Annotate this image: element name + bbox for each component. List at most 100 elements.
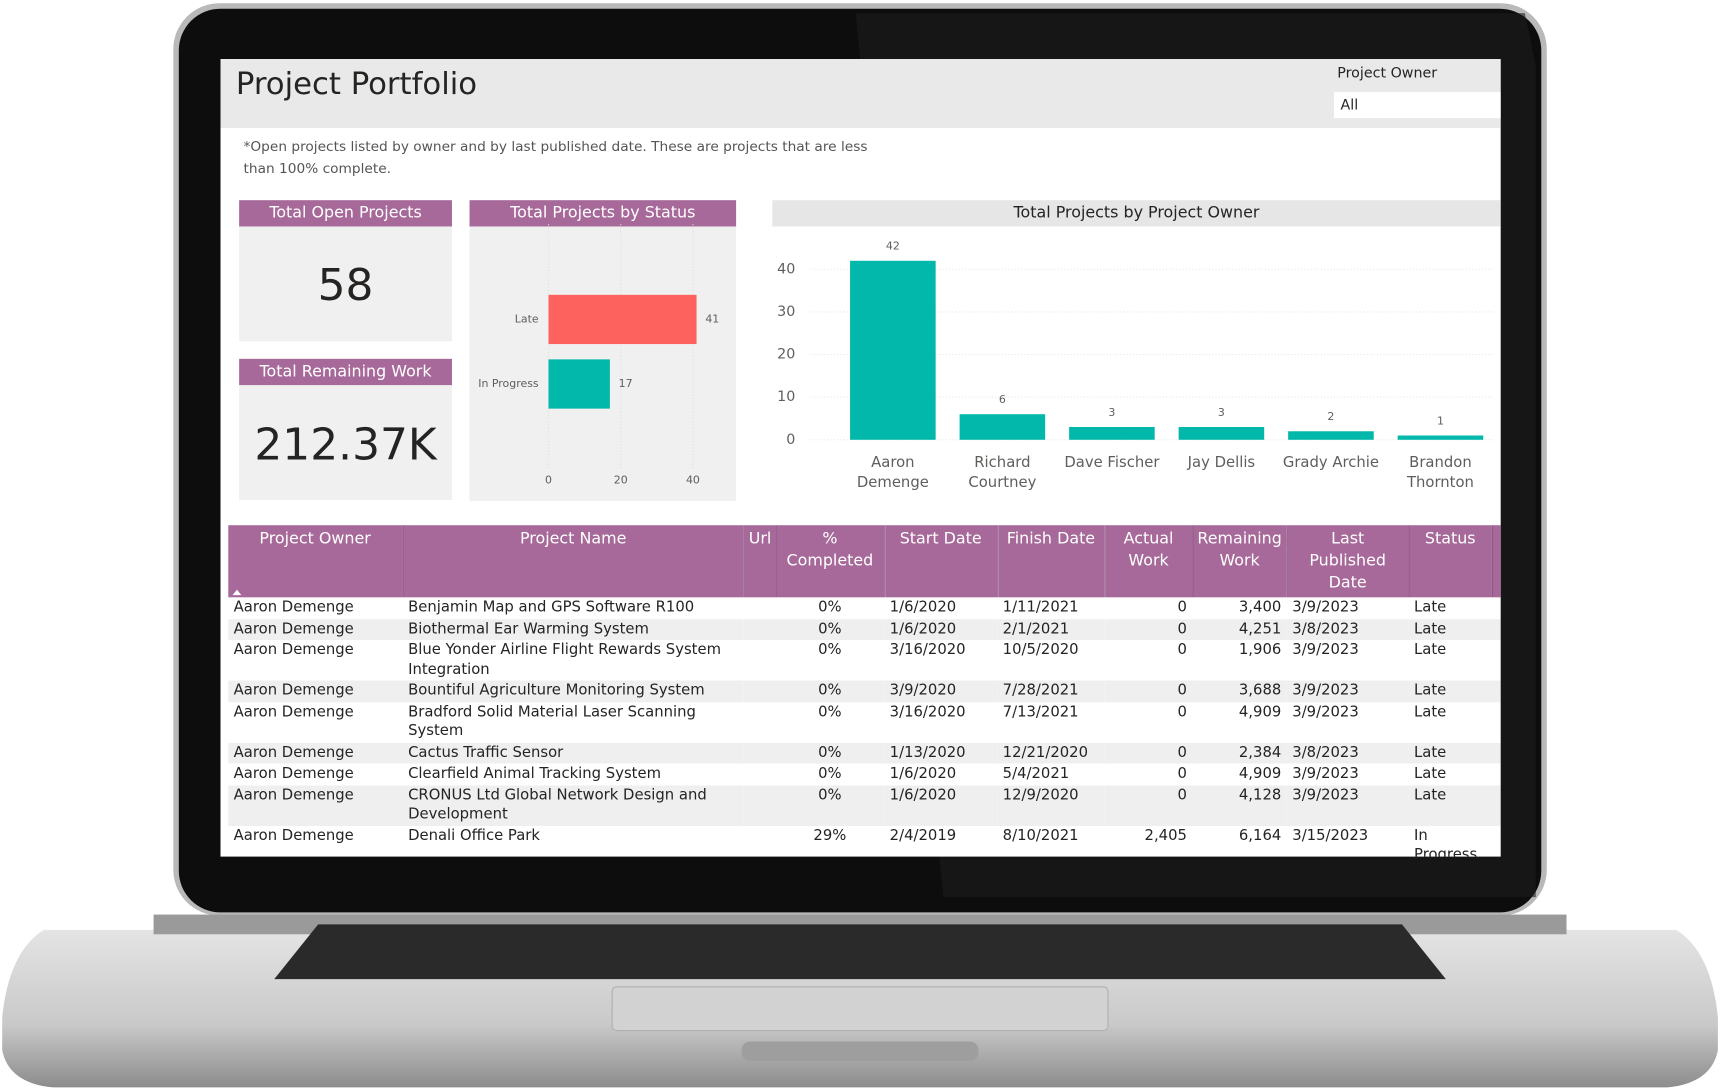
table-row: Aaron Demenge Bountiful Agriculture Monit…	[228, 680, 1501, 702]
table-cell: 0	[1177, 764, 1187, 783]
table-cell: Blue Yonder Airline Flight Rewards Syste…	[408, 641, 722, 678]
table-cell: 3/9/2023	[1292, 598, 1359, 616]
bar	[959, 414, 1046, 440]
table-cell: 0	[1177, 598, 1187, 616]
chart-panel: Total Projects by Status	[469, 200, 737, 502]
value-label: 1	[1437, 414, 1444, 427]
kpi-title: Total Open Projects	[239, 200, 452, 227]
kpi-title: Total Remaining Work	[239, 358, 452, 386]
column-header: % Completed	[775, 525, 885, 598]
table-cell	[744, 702, 776, 742]
table-cell: 3/9/2023	[1292, 641, 1359, 659]
x-tick-label: Jay Dellis	[1187, 454, 1256, 472]
table-cell-overflow	[1492, 597, 1501, 618]
column-header: Finish Date	[997, 525, 1106, 598]
table-cell: 1/6/2020	[889, 764, 957, 783]
category-label: In Progress	[478, 377, 539, 390]
value-label: 42	[886, 240, 900, 253]
table-row: Aaron Demenge Bradford Solid Material Las…	[228, 702, 1501, 742]
table-cell: 4,251	[1192, 618, 1287, 640]
table-cell	[744, 640, 776, 680]
table-cell: 3/16/2020	[889, 641, 966, 659]
table-cell: 1/6/2020	[889, 598, 957, 616]
table-cell: 4,909	[1238, 702, 1282, 721]
value-label: 3	[1218, 406, 1225, 419]
table-cell: 3/8/2023	[1286, 618, 1409, 640]
table-cell-overflow	[1491, 680, 1501, 702]
table-cell: 1,906	[1238, 641, 1282, 659]
value-label: 6	[999, 393, 1006, 406]
table-cell: Aaron Demenge	[228, 680, 403, 702]
table-cell: Bradford Solid Material Laser Scanning S…	[408, 702, 696, 740]
table-cell: In Progress	[1414, 826, 1478, 857]
bar	[1178, 427, 1265, 440]
bar	[850, 260, 936, 440]
table-cell: Late	[1408, 680, 1492, 702]
kpi-value: 212.37K	[254, 420, 437, 471]
table-row: Aaron Demenge CRONUS Ltd Global Network D…	[228, 784, 1501, 826]
table-cell: 0	[1104, 680, 1193, 702]
table-cell: 1/13/2020	[884, 742, 998, 764]
table-cell	[743, 680, 776, 702]
column-header: Url	[743, 525, 777, 598]
column-header: Actual Work	[1104, 525, 1193, 598]
table-cell: Aaron Demenge	[233, 641, 354, 659]
table-cell: 8/10/2021	[1002, 826, 1079, 845]
table-cell: CRONUS Ltd Global Network Design and Dev…	[402, 784, 744, 826]
bar	[1397, 435, 1484, 440]
table-cell-overflow	[1492, 702, 1501, 742]
value-label: 17	[619, 377, 633, 390]
column-header-overflow	[1491, 525, 1501, 598]
table-cell: 2,384	[1192, 742, 1287, 764]
x-tick-label: Brandon Thornton	[1406, 454, 1474, 492]
bar	[548, 294, 697, 345]
filter-label: Project Owner	[1337, 65, 1438, 83]
table-row: Aaron Demenge Biothermal Ear Warming Syst…	[228, 618, 1501, 640]
table-cell-overflow	[1491, 618, 1501, 640]
table-cell: 0%	[775, 680, 885, 702]
table-cell: 0%	[775, 784, 885, 826]
table-cell: Cactus Traffic Sensor	[402, 742, 744, 764]
table-cell: 0%	[818, 764, 842, 783]
note: *Open projects listed by owner and by la…	[243, 137, 868, 177]
table-cell: 0%	[775, 618, 885, 640]
table-cell: Aaron Demenge	[228, 618, 403, 640]
table-cell: 3,688	[1192, 680, 1287, 702]
x-tick-label: 20	[614, 473, 628, 486]
table-cell: 12/21/2020	[997, 742, 1105, 764]
filter-dropdown[interactable]: All	[1333, 91, 1501, 119]
table-cell: 3/15/2023	[1292, 826, 1369, 845]
column-header: Remaining Work	[1192, 525, 1288, 598]
table-cell: Benjamin Map and GPS Software R100	[408, 598, 695, 616]
table-cell: 3/9/2023	[1286, 784, 1409, 826]
table-cell: 1/11/2021	[1002, 598, 1079, 616]
y-tick-label: 20	[777, 347, 795, 363]
y-tick-label: 40	[777, 261, 795, 277]
table-row: Aaron Demenge Benjamin Map and GPS Softwa…	[228, 597, 1501, 618]
table-row: Aaron Demenge Denali Office Park 29% 2/4/20…	[228, 825, 1501, 857]
dashboard: Project Portfolio Project Owner All *Ope…	[220, 59, 1501, 857]
y-tick-label: 10	[777, 389, 795, 405]
table-cell: 7/28/2021	[997, 680, 1105, 702]
column-header: Project Name	[402, 525, 745, 598]
table-cell: 0%	[818, 702, 842, 721]
table-cell: 0	[1104, 742, 1193, 764]
sort-indicator	[232, 589, 242, 596]
x-tick-label: 40	[686, 473, 700, 486]
value-label: 2	[1327, 410, 1334, 423]
column-header: Project Owner	[228, 525, 404, 598]
table-cell: 3/16/2020	[889, 702, 966, 721]
table-cell: Aaron Demenge	[233, 598, 354, 616]
table-cell: 12/9/2020	[997, 784, 1105, 826]
table-cell: Late	[1408, 618, 1492, 640]
table-cell: 6,164	[1238, 826, 1282, 845]
table-cell: Late	[1408, 784, 1492, 826]
x-tick-label: Grady Archie	[1282, 454, 1380, 472]
table-cell: 0%	[818, 598, 842, 616]
kpi-card: Total Remaining Work 212.37K	[239, 358, 452, 500]
table-cell	[744, 597, 776, 618]
table-cell	[743, 784, 776, 826]
table-cell: Biothermal Ear Warming System	[402, 618, 744, 640]
keyboard	[274, 924, 1446, 980]
